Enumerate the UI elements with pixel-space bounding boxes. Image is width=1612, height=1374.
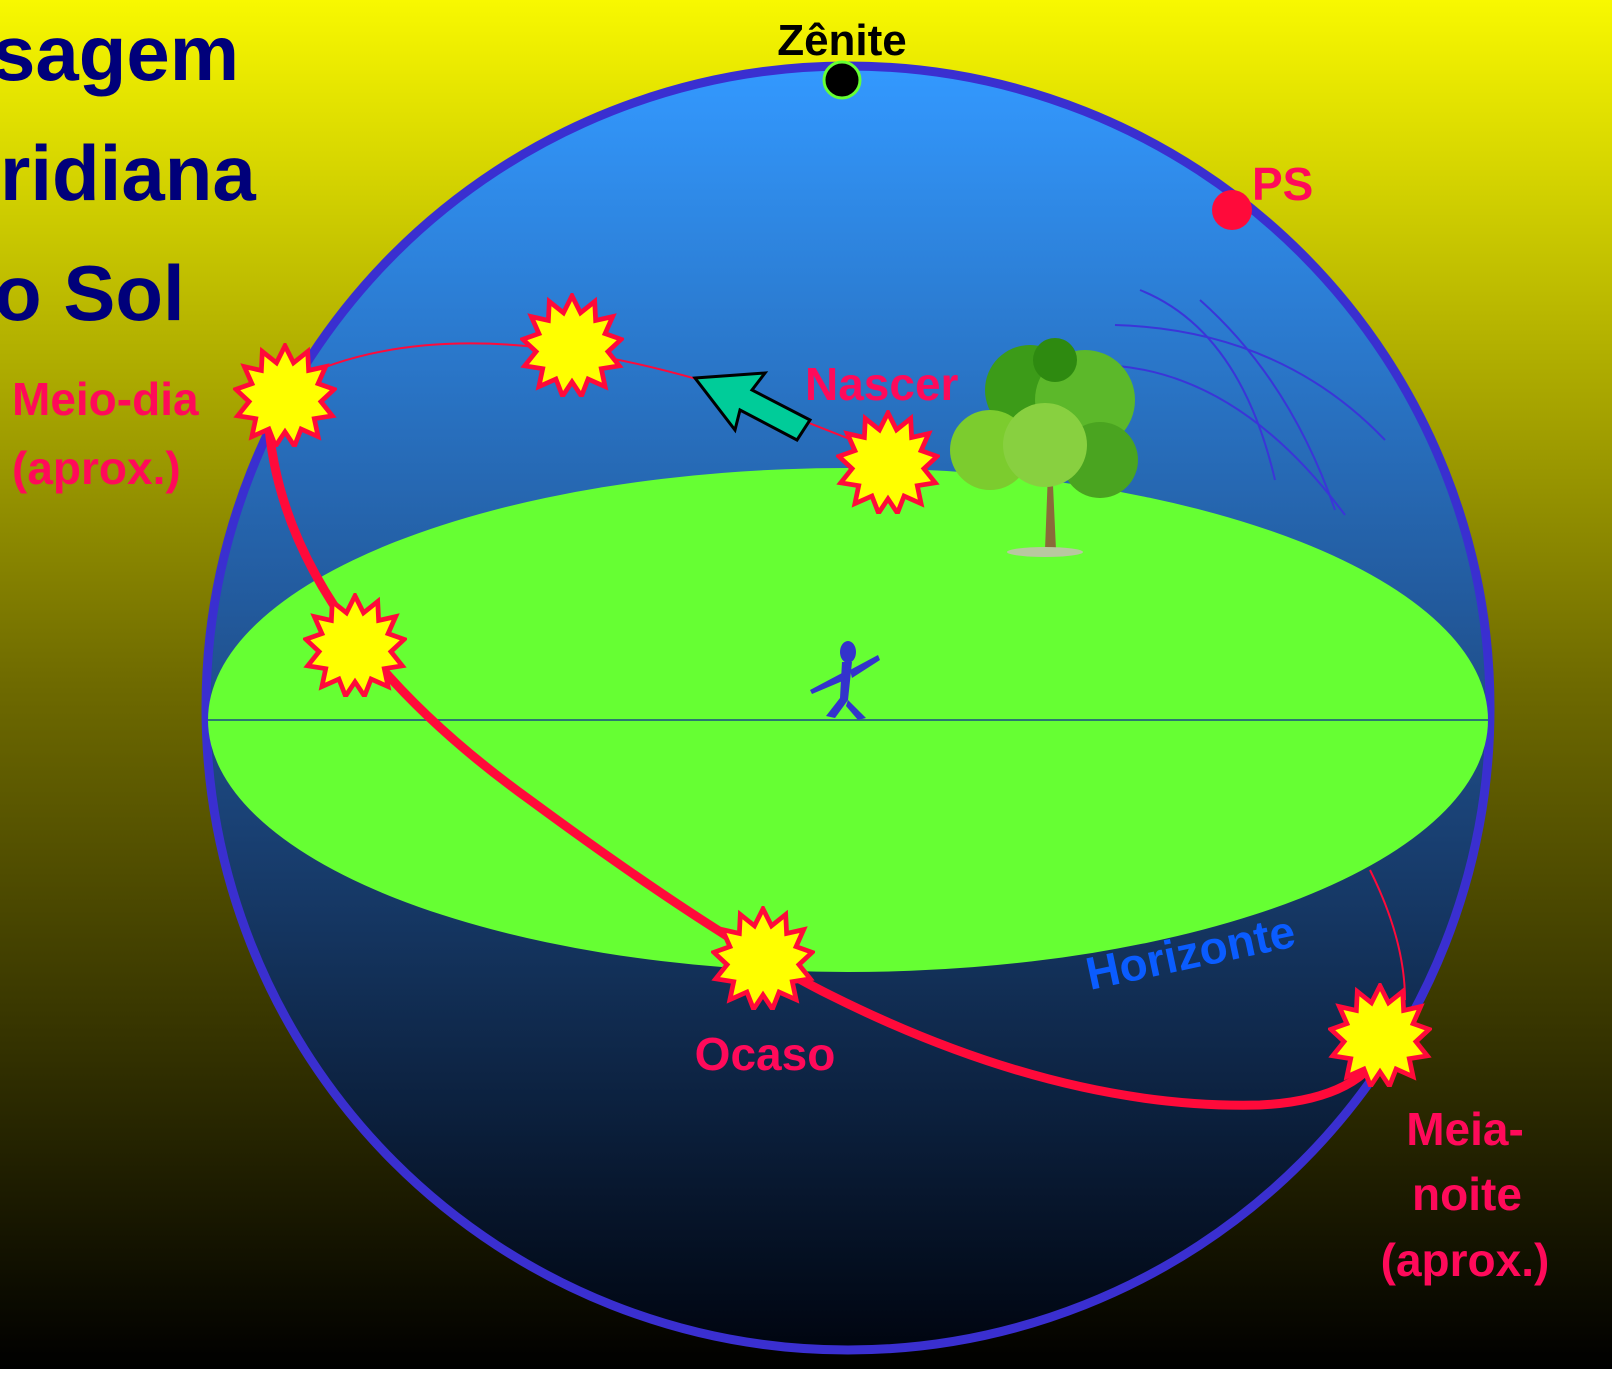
pole-label: PS	[1252, 158, 1313, 210]
zenith-label: Zênite	[777, 16, 907, 65]
set-label: Ocaso	[695, 1028, 836, 1080]
midnight-note: (aprox.)	[1381, 1234, 1550, 1286]
title-line: sagem	[0, 9, 239, 97]
rise-label: Nascer	[805, 358, 959, 410]
noon-label: Meio-dia	[12, 373, 199, 425]
title-line: o Sol	[0, 249, 185, 337]
pole-point	[1212, 190, 1252, 230]
midnight-label: noite	[1412, 1168, 1522, 1220]
page: sagem ridiana o Sol Zênite PS Meio-dia (…	[0, 0, 1612, 1369]
diagram: sagem ridiana o Sol Zênite PS Meio-dia (…	[0, 0, 1612, 1369]
zenith-point	[824, 62, 860, 98]
midnight-label: Meia-	[1406, 1103, 1524, 1155]
noon-note: (aprox.)	[12, 442, 181, 494]
title-line: ridiana	[0, 129, 256, 217]
